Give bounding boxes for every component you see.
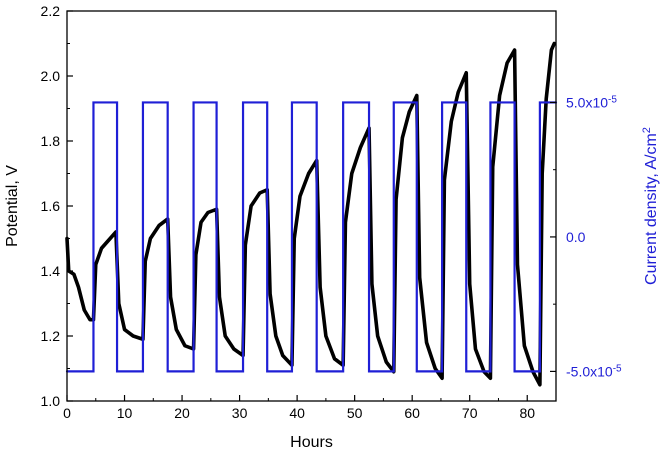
x-tick-label: 0 bbox=[63, 405, 71, 421]
current-density-series-line bbox=[65, 101, 558, 373]
right-y-axis-ticks: -5.0x10-5 0.0 5.0x10-5 bbox=[550, 94, 622, 379]
left-y-axis-title: Potential, V bbox=[4, 165, 21, 247]
x-tick-label: 10 bbox=[117, 405, 133, 421]
left-y-tick-label: 2.0 bbox=[41, 68, 61, 84]
x-tick-label: 50 bbox=[347, 405, 363, 421]
left-y-tick-label: 1.0 bbox=[41, 393, 61, 409]
right-y-tick-label: 0.0 bbox=[566, 229, 586, 245]
plot-curves bbox=[65, 41, 558, 387]
x-tick-label: 20 bbox=[174, 405, 190, 421]
left-y-tick-label: 1.6 bbox=[41, 198, 61, 214]
plot-frame bbox=[66, 10, 557, 402]
left-y-tick-label: 2.2 bbox=[41, 3, 61, 19]
x-tick-label: 80 bbox=[519, 405, 535, 421]
potential-series-line bbox=[65, 41, 557, 387]
right-y-axis-title-text: Current density, A/cm bbox=[643, 133, 660, 285]
x-axis-title: Hours bbox=[290, 434, 333, 451]
right-y-axis-title-superscript: 2 bbox=[641, 127, 653, 133]
x-tick-label: 60 bbox=[404, 405, 420, 421]
left-y-axis-ticks: 1.0 1.2 1.4 1.6 1.8 2.0 2.2 bbox=[41, 3, 73, 409]
right-y-axis-title: Current density, A/cm2 bbox=[641, 127, 660, 285]
x-tick-label: 40 bbox=[289, 405, 305, 421]
left-y-tick-label: 1.8 bbox=[41, 133, 61, 149]
x-axis-ticks: 0 10 20 30 40 50 60 70 80 bbox=[63, 395, 535, 421]
x-tick-label: 70 bbox=[462, 405, 478, 421]
right-y-tick-label: 5.0x10-5 bbox=[566, 94, 617, 111]
right-y-tick-label: -5.0x10-5 bbox=[566, 363, 622, 380]
x-tick-label: 30 bbox=[232, 405, 248, 421]
left-y-tick-label: 1.2 bbox=[41, 328, 61, 344]
left-y-tick-label: 1.4 bbox=[41, 263, 61, 279]
